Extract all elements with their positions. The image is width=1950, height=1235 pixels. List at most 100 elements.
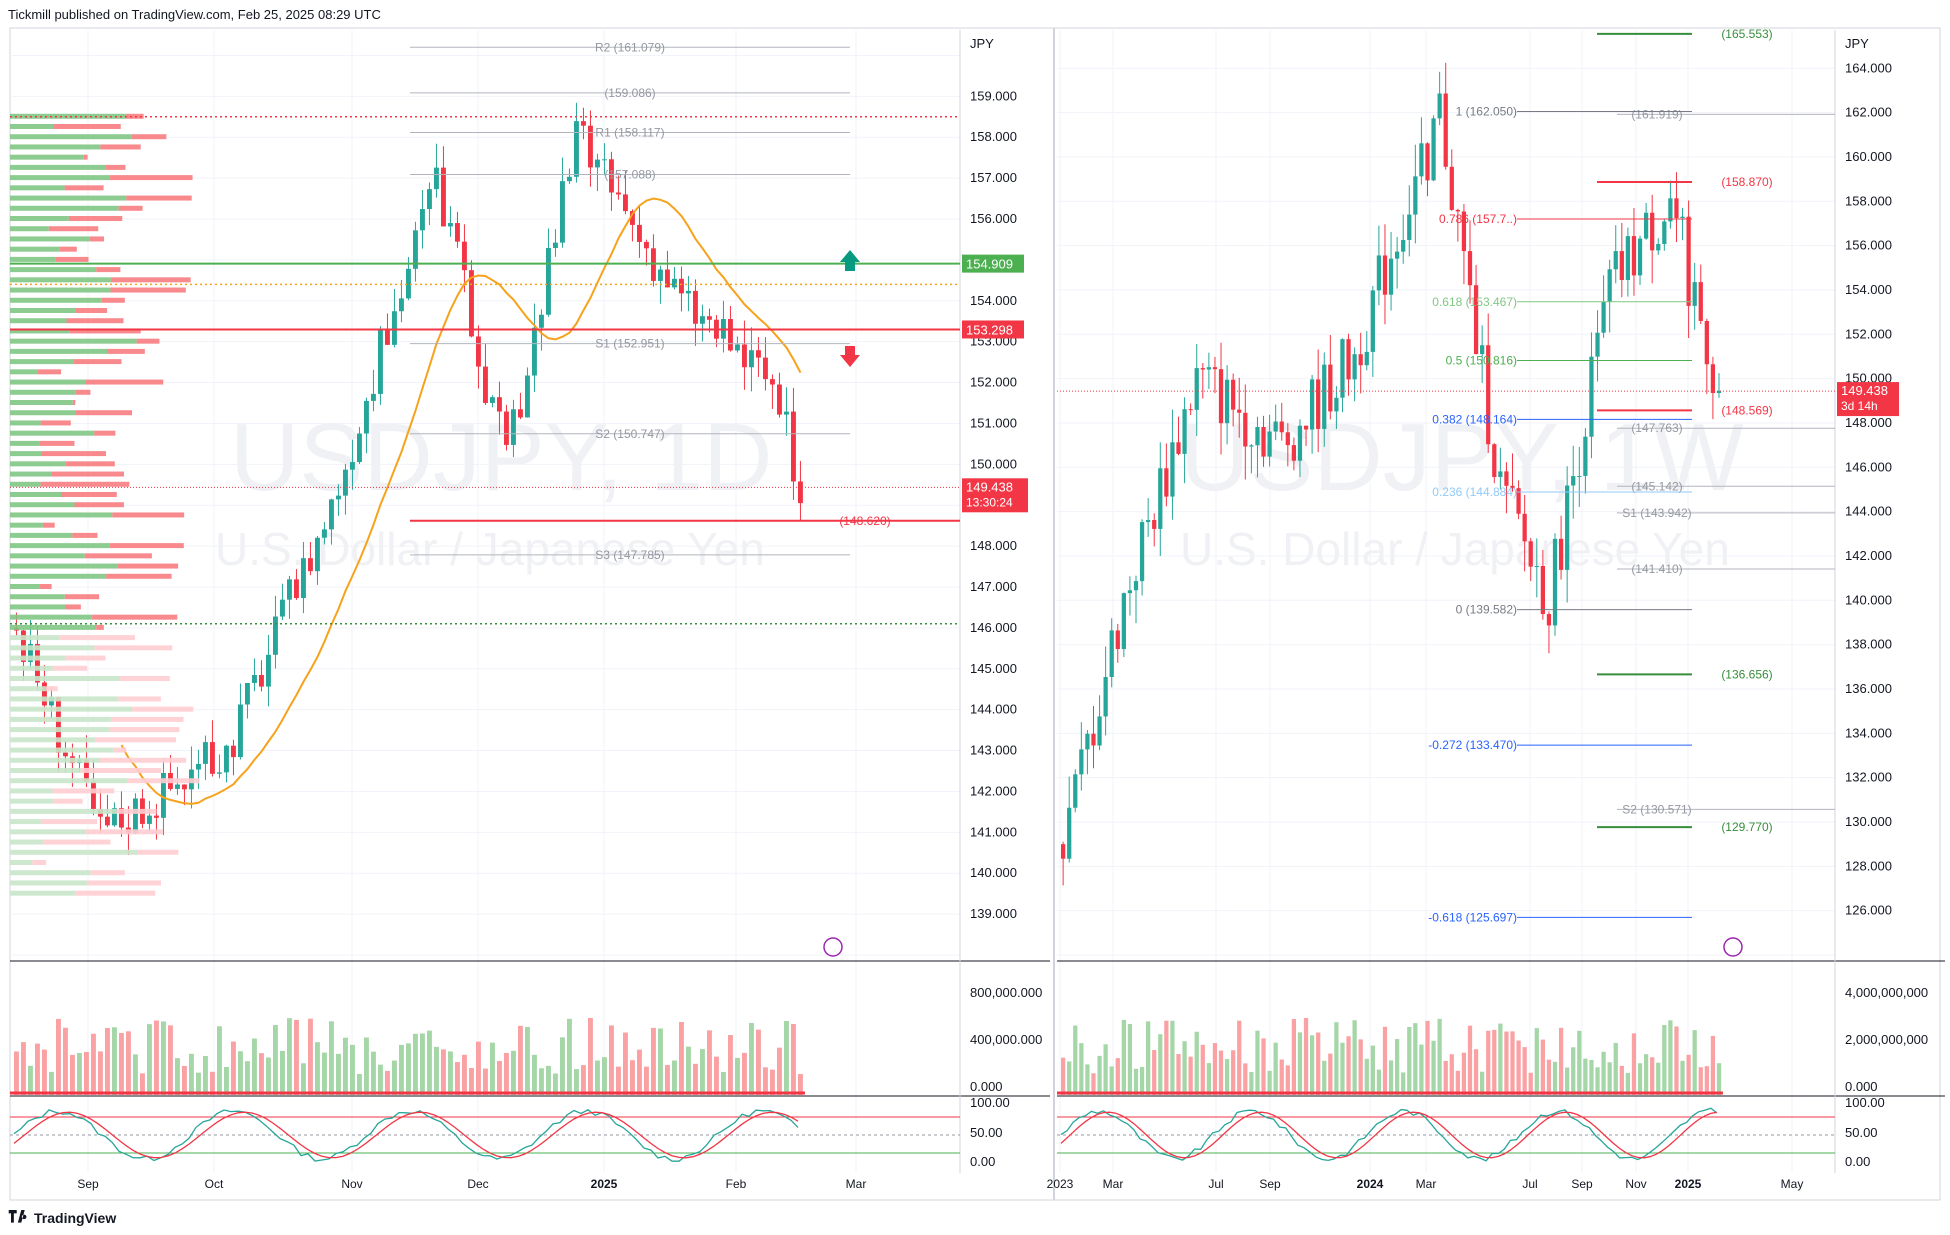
profile-bar-up [10, 635, 60, 641]
watermark-description: U.S. Dollar / Japanese Yen [215, 523, 765, 575]
candle-body [399, 298, 404, 312]
candle-body [1601, 301, 1606, 333]
volume-bar [1528, 1072, 1533, 1095]
volume-bar [35, 1043, 40, 1095]
volume-bar [1388, 1060, 1394, 1095]
volume-bar [448, 1051, 453, 1095]
profile-bar-down [89, 236, 105, 242]
candle-body [1589, 356, 1594, 437]
volume-bar [1455, 1070, 1460, 1095]
volume-bar [1285, 1065, 1290, 1095]
profile-bar-up [10, 492, 62, 497]
volume-bar [672, 1060, 677, 1095]
volume-bar [371, 1051, 376, 1095]
volume-bar [175, 1058, 180, 1095]
candle-body [1643, 212, 1649, 239]
profile-bar-down [68, 216, 123, 221]
pivot-label: (141.410) [1631, 562, 1682, 576]
level-tag [962, 320, 1024, 339]
profile-bar-down [94, 430, 116, 436]
volume-bar [1407, 1027, 1412, 1095]
price-tick-label: 136.000 [1845, 681, 1892, 696]
candle-body [252, 674, 257, 683]
volume-bar [525, 1026, 530, 1095]
volume-bar [1716, 1063, 1722, 1095]
volume-bar [735, 1057, 740, 1095]
volume-bar [63, 1027, 68, 1095]
pivot-label: (145.142) [1631, 479, 1682, 493]
volume-bar [56, 1018, 61, 1095]
volume-bar [1146, 1021, 1151, 1095]
volume-bar [1643, 1054, 1649, 1095]
volume-bar [1170, 1020, 1175, 1095]
volume-bar [1480, 1071, 1485, 1095]
profile-bar-down [83, 154, 88, 160]
profile-bar-down [40, 584, 52, 589]
profile-bar-up [10, 757, 100, 763]
candle-body [1395, 251, 1400, 259]
volume-bar [315, 1042, 320, 1095]
candle-body [707, 316, 712, 320]
volume-bar [1668, 1020, 1673, 1095]
fib-label: -0.618 (125.697) [1428, 910, 1517, 924]
volume-bar [1704, 1066, 1709, 1095]
profile-bar-up [10, 768, 81, 773]
volume-bar [1133, 1068, 1139, 1095]
profile-bar-down [59, 246, 77, 252]
volume-bar [1504, 1031, 1509, 1095]
last-price-tag [962, 478, 1028, 513]
profile-bar-down [40, 819, 98, 825]
countdown-value: 13:30:24 [966, 495, 1013, 509]
profile-bar-up [10, 686, 46, 692]
volume-bar [287, 1018, 292, 1095]
volume-bar [1522, 1047, 1527, 1095]
profile-bar-up [10, 277, 111, 283]
candle-body [161, 773, 166, 818]
volume-bar [84, 1051, 89, 1095]
volume-tick-label: 0.000 [970, 1079, 1003, 1094]
volume-bar [1461, 1052, 1467, 1095]
candle-body [175, 784, 180, 789]
oscillator-pane: 100.00 50.00 0.00 [1057, 1095, 1885, 1169]
volume-bar [1650, 1057, 1655, 1095]
volume-bar [1631, 1033, 1637, 1095]
volume-bar [196, 1072, 201, 1095]
candle-body [1249, 445, 1254, 447]
profile-bar-down [113, 747, 127, 753]
volume-bar [1358, 1039, 1363, 1095]
profile-bar-up [10, 614, 93, 620]
profile-bar-down [132, 706, 194, 712]
price-tick-label: 126.000 [1845, 903, 1892, 918]
volume-bar [455, 1062, 460, 1095]
profile-bar-down [109, 543, 184, 549]
candle-body [1516, 488, 1521, 514]
volume-bar [1316, 1032, 1321, 1095]
publish-info: Tickmill published on TradingView.com, F… [8, 7, 381, 22]
profile-bar-down [96, 267, 121, 273]
profile-bar-down [94, 737, 176, 743]
candle-body [1194, 368, 1199, 410]
volume-bar [343, 1037, 348, 1095]
price-tick-label: 139.000 [970, 906, 1017, 921]
profile-bar-up [10, 461, 66, 467]
candle-body [196, 763, 201, 770]
candle-body [1352, 354, 1357, 380]
volume-bar [1340, 1042, 1345, 1095]
profile-bar-up [10, 144, 101, 150]
price-tick-label: 146.000 [1845, 459, 1892, 474]
profile-bar-up [10, 410, 76, 416]
price-tick-label: 157.000 [970, 170, 1017, 185]
volume-bar [1182, 1041, 1187, 1095]
volume-bar [1231, 1050, 1236, 1095]
profile-bar-up [10, 113, 127, 119]
volume-bar [14, 1051, 19, 1095]
volume-bar [637, 1049, 642, 1095]
candle-body [133, 798, 138, 834]
candle-body [1364, 351, 1369, 366]
candle-body [1534, 565, 1539, 567]
candle-body [1388, 258, 1394, 295]
price-tick-label: 148.000 [1845, 415, 1892, 430]
volume-bar [1589, 1060, 1594, 1095]
volume-bar [1097, 1055, 1102, 1095]
